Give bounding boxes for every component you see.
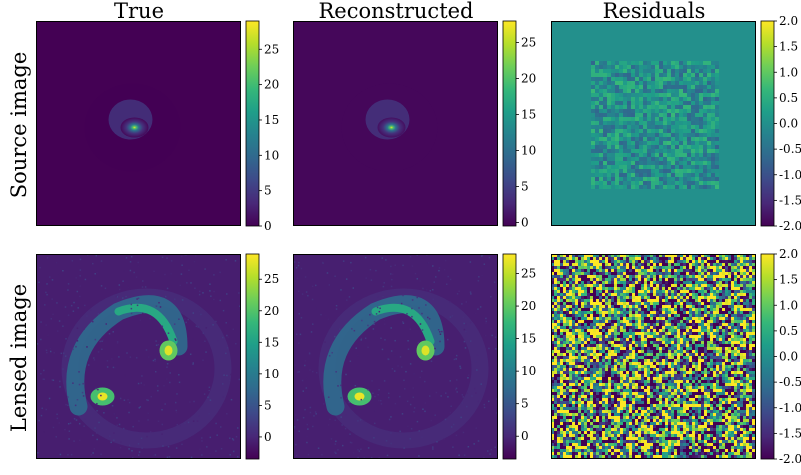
colorbar-tick-label: -1.5	[779, 426, 801, 440]
heatmap-image	[36, 254, 241, 459]
row-label-source: Source image	[7, 52, 31, 198]
colorbar-tick-label: 25	[264, 42, 279, 56]
colorbar-tick-label: 20	[264, 304, 279, 318]
column-title-residuals: Residuals	[603, 0, 706, 23]
colorbar-tick-label: -1.0	[779, 401, 801, 415]
colorbar-tick-label: -2.0	[779, 219, 801, 233]
panel-lensed-reconstructed: 0 5 10 15 20 25	[293, 253, 536, 460]
colorbar-tick-label: -0.5	[779, 142, 801, 156]
colorbar-tick-label: 0	[521, 429, 529, 443]
column-title-reconstructed: Reconstructed	[318, 0, 473, 23]
colorbar-tick-label: 1.0	[779, 65, 798, 79]
colorbar-tick-label: 15	[264, 335, 279, 349]
colorbar-tick-label: 5	[521, 179, 529, 193]
heatmap-image	[293, 254, 498, 459]
colorbar-tick-label: 5	[264, 398, 272, 412]
heatmap-image	[551, 254, 756, 459]
colorbar-tick-label: 1.0	[779, 298, 798, 312]
colorbar-tick-label: 15	[521, 332, 536, 346]
colorbar-tick-label: 1.5	[779, 40, 798, 54]
colorbar-tick-label: 25	[264, 272, 279, 286]
panel-lensed-true: 0 5 10 15 20 25	[36, 253, 279, 460]
colorbar-tick-label: 2.0	[779, 247, 798, 261]
colorbar-tick-label: -1.0	[779, 168, 801, 182]
colorbar	[245, 253, 260, 460]
colorbar-tick-label: 2.0	[779, 14, 798, 28]
colorbar-tick-label: -1.5	[779, 193, 801, 207]
row-label-lensed: Lensed image	[7, 284, 31, 432]
colorbar	[502, 253, 517, 460]
colorbar-tick-label: 5	[264, 184, 272, 198]
heatmap-image	[551, 21, 756, 226]
colorbar-tick-label: 25	[521, 267, 536, 281]
colorbar-tick-label: 0.0	[779, 350, 798, 364]
colorbar-tick-label: 0.0	[779, 117, 798, 131]
column-title-true: True	[114, 0, 164, 23]
colorbar	[760, 20, 775, 227]
heatmap-image	[36, 21, 241, 226]
heatmap-image	[293, 21, 498, 226]
colorbar-tick-label: 10	[521, 143, 536, 157]
colorbar-tick-label: -0.5	[779, 375, 801, 389]
colorbar-tick-label: 0	[521, 215, 529, 229]
colorbar-tick-label: 15	[264, 113, 279, 127]
colorbar-tick-label: 20	[521, 299, 536, 313]
colorbar-tick-label: 25	[521, 36, 536, 50]
colorbar-tick-label: 10	[264, 367, 279, 381]
panel-source-true: 0 5 10 15 20 25	[36, 20, 279, 233]
colorbar-tick-label: 0	[264, 430, 272, 444]
colorbar-tick-label: 10	[521, 364, 536, 378]
colorbar-tick-label: 5	[521, 397, 529, 411]
colorbar-tick-label: 0	[264, 219, 272, 233]
colorbar	[760, 253, 775, 460]
panel-source-residuals: -2.0 -1.5 -1.0 -0.5 0.0 0.5 1.0 1.5 2.0	[551, 14, 801, 233]
colorbar-tick-label: 1.5	[779, 273, 798, 287]
colorbar-tick-label: 15	[521, 108, 536, 122]
colorbar-tick-label: 20	[264, 78, 279, 92]
colorbar-tick-label: 10	[264, 148, 279, 162]
colorbar-tick-label: 20	[521, 72, 536, 86]
colorbar	[245, 20, 260, 227]
panel-source-reconstructed: 0 5 10 15 20 25	[293, 20, 536, 229]
colorbar-tick-label: -2.0	[779, 452, 801, 466]
panel-lensed-residuals: -2.0 -1.5 -1.0 -0.5 0.0 0.5 1.0 1.5 2.0	[551, 247, 801, 466]
colorbar-tick-label: 0.5	[779, 324, 798, 338]
colorbar	[502, 20, 517, 227]
colorbar-tick-label: 0.5	[779, 91, 798, 105]
